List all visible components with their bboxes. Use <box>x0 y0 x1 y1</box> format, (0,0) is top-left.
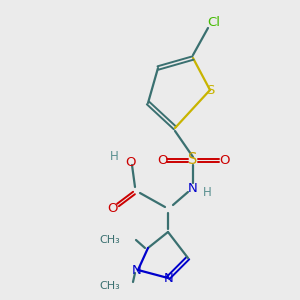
Text: O: O <box>125 155 135 169</box>
Text: CH₃: CH₃ <box>99 281 120 291</box>
Text: S: S <box>206 83 214 97</box>
Text: CH₃: CH₃ <box>99 235 120 245</box>
Text: H: H <box>110 151 118 164</box>
Text: H: H <box>202 185 211 199</box>
Text: N: N <box>132 263 142 277</box>
Text: Cl: Cl <box>208 16 220 28</box>
Text: S: S <box>188 152 198 167</box>
Text: O: O <box>107 202 117 214</box>
Text: N: N <box>188 182 198 194</box>
Text: O: O <box>157 154 167 166</box>
Text: O: O <box>219 154 229 166</box>
Text: N: N <box>164 272 174 284</box>
